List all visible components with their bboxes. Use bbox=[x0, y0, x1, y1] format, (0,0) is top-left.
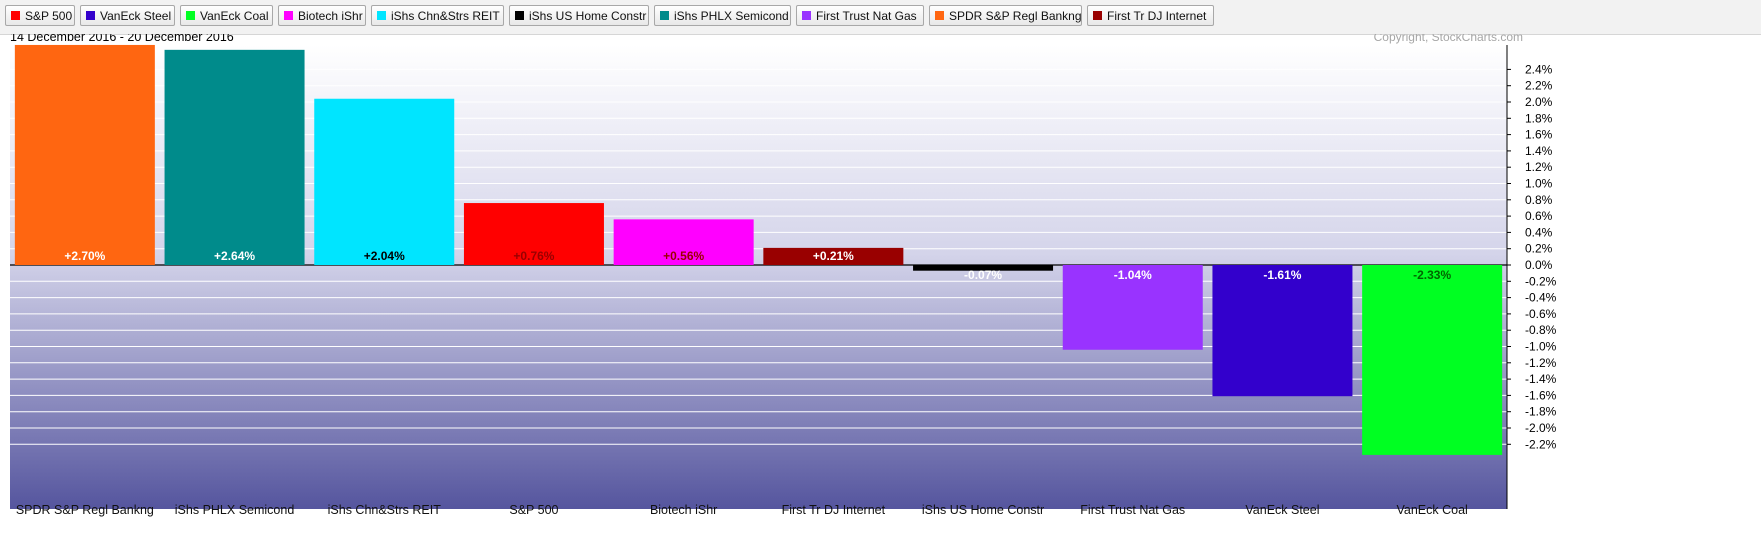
legend-button[interactable]: First Trust Nat Gas bbox=[796, 5, 924, 26]
y-tick-label: 2.4% bbox=[1525, 62, 1553, 76]
legend-swatch bbox=[284, 11, 293, 20]
legend-swatch bbox=[515, 11, 524, 20]
bars bbox=[14, 44, 1503, 455]
y-tick-label: 0.8% bbox=[1525, 193, 1553, 207]
legend-button[interactable]: VanEck Coal bbox=[180, 5, 273, 26]
y-tick-label: 2.2% bbox=[1525, 79, 1553, 93]
y-tick-label: -1.8% bbox=[1525, 405, 1557, 419]
bar bbox=[1362, 265, 1503, 455]
value-label: -2.33% bbox=[1413, 268, 1451, 282]
category-label: iShs PHLX Semicond bbox=[175, 503, 295, 517]
bar bbox=[314, 98, 455, 266]
legend-button[interactable]: SPDR S&P Regl Bankng bbox=[929, 5, 1082, 26]
y-tick-label: 1.2% bbox=[1525, 160, 1553, 174]
legend-swatch bbox=[1093, 11, 1102, 20]
value-label: +2.64% bbox=[214, 249, 255, 263]
legend-label: First Tr DJ Internet bbox=[1107, 8, 1207, 23]
date-range: 14 December 2016 - 20 December 2016 bbox=[10, 34, 234, 44]
value-label: -1.61% bbox=[1263, 268, 1301, 282]
legend-label: VanEck Steel bbox=[100, 8, 172, 23]
value-label: +2.70% bbox=[64, 249, 105, 263]
y-tick-label: 1.0% bbox=[1525, 177, 1553, 191]
y-tick-label: -1.0% bbox=[1525, 340, 1557, 354]
y-tick-label: 0.2% bbox=[1525, 242, 1553, 256]
bar bbox=[14, 44, 155, 266]
legend-button[interactable]: iShs PHLX Semicond bbox=[654, 5, 791, 26]
y-tick-label: -2.2% bbox=[1525, 437, 1557, 451]
y-tick-label: -1.6% bbox=[1525, 388, 1557, 402]
legend-swatch bbox=[11, 11, 20, 20]
y-tick-label: 1.6% bbox=[1525, 128, 1553, 142]
performance-chart: 2.4% 2.2% 2.0% 1.8% 1.6% 1.4% 1.2% 1.0% 0.8% 0.6%… bbox=[10, 34, 1557, 517]
y-tick-label: -0.4% bbox=[1525, 291, 1557, 305]
category-label: S&P 500 bbox=[509, 503, 558, 517]
copyright: Copyright, StockCharts.com bbox=[1374, 34, 1523, 44]
y-tick-label: 0.6% bbox=[1525, 209, 1553, 223]
bar bbox=[1062, 265, 1203, 350]
bar bbox=[463, 203, 604, 265]
y-tick-label: 0.0% bbox=[1525, 258, 1553, 272]
category-label: SPDR S&P Regl Bankng bbox=[16, 503, 154, 517]
legend-label: VanEck Coal bbox=[200, 8, 269, 23]
bar bbox=[763, 247, 904, 265]
category-label: First Tr DJ Internet bbox=[782, 503, 886, 517]
legend-button[interactable]: First Tr DJ Internet bbox=[1087, 5, 1214, 26]
legend-toolbar: S&P 500 VanEck Steel VanEck Coal Biotech iS… bbox=[0, 0, 1761, 35]
bar bbox=[1212, 265, 1353, 397]
value-label: +2.04% bbox=[364, 249, 405, 263]
value-label: -0.07% bbox=[964, 268, 1002, 282]
legend-label: Biotech iShr bbox=[298, 8, 363, 23]
category-label: VanEck Steel bbox=[1245, 503, 1319, 517]
bar bbox=[913, 265, 1054, 271]
legend-label: S&P 500 bbox=[25, 8, 73, 23]
y-tick-label: 2.0% bbox=[1525, 95, 1553, 109]
legend-button[interactable]: iShs Chn&Strs REIT bbox=[371, 5, 504, 26]
legend-label: SPDR S&P Regl Bankng bbox=[949, 8, 1082, 23]
y-tick-label: 0.4% bbox=[1525, 225, 1553, 239]
category-label: VanEck Coal bbox=[1396, 503, 1467, 517]
legend-button[interactable]: VanEck Steel bbox=[80, 5, 175, 26]
legend-label: iShs US Home Constr bbox=[529, 8, 647, 23]
category-label: Biotech iShr bbox=[650, 503, 717, 517]
value-label: +0.76% bbox=[513, 249, 554, 263]
legend-swatch bbox=[86, 11, 95, 20]
legend-swatch bbox=[802, 11, 811, 20]
y-tick-label: -2.0% bbox=[1525, 421, 1557, 435]
category-label: First Trust Nat Gas bbox=[1080, 503, 1185, 517]
legend-label: iShs Chn&Strs REIT bbox=[391, 8, 500, 23]
y-tick-label: 1.4% bbox=[1525, 144, 1553, 158]
y-tick-label: -1.2% bbox=[1525, 356, 1557, 370]
legend-swatch bbox=[186, 11, 195, 20]
value-labels: +2.70% +2.64% +2.04% +0.76% +0.56% +0.21% -0.0… bbox=[64, 249, 1451, 282]
legend-button[interactable]: S&P 500 bbox=[5, 5, 75, 26]
y-tick-label: -0.8% bbox=[1525, 323, 1557, 337]
category-labels: SPDR S&P Regl Bankng iShs PHLX Semicond iS… bbox=[16, 503, 1468, 517]
value-label: +0.56% bbox=[663, 249, 704, 263]
legend-button[interactable]: iShs US Home Constr bbox=[509, 5, 649, 26]
bar bbox=[164, 49, 305, 266]
category-label: iShs Chn&Strs REIT bbox=[328, 503, 442, 517]
value-label: +0.21% bbox=[813, 249, 854, 263]
y-tick-label: -0.6% bbox=[1525, 307, 1557, 321]
legend-label: First Trust Nat Gas bbox=[816, 8, 917, 23]
y-tick-label: -0.2% bbox=[1525, 274, 1557, 288]
legend-swatch bbox=[660, 11, 669, 20]
y-tick-label: 1.8% bbox=[1525, 111, 1553, 125]
value-label: -1.04% bbox=[1114, 268, 1152, 282]
y-tick-label: -1.4% bbox=[1525, 372, 1557, 386]
bar bbox=[613, 219, 754, 265]
legend-swatch bbox=[377, 11, 386, 20]
category-label: iShs US Home Constr bbox=[922, 503, 1044, 517]
legend-button[interactable]: Biotech iShr bbox=[278, 5, 366, 26]
y-axis-ticks: 2.4% 2.2% 2.0% 1.8% 1.6% 1.4% 1.2% 1.0% 0.8% 0.6%… bbox=[1506, 45, 1557, 509]
legend-swatch bbox=[935, 11, 944, 20]
legend-label: iShs PHLX Semicond bbox=[674, 8, 789, 23]
